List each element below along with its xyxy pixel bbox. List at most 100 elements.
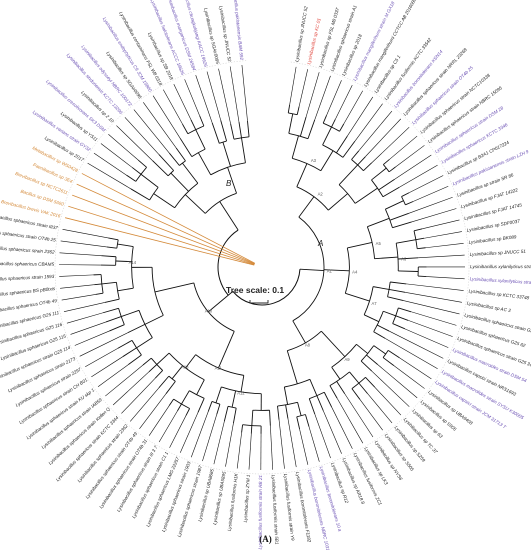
terminal-branch	[308, 426, 320, 462]
terminal-branch	[158, 410, 178, 443]
terminal-branch	[218, 68, 231, 124]
terminal-branch	[336, 398, 364, 444]
branch-segment	[101, 255, 117, 258]
branch-segment	[156, 352, 170, 365]
branch-segment	[292, 320, 306, 344]
terminal-branch	[133, 109, 170, 154]
branch-segment	[207, 401, 213, 412]
terminal-branch	[422, 219, 460, 230]
terminal-branch	[62, 228, 109, 239]
branch-segment	[342, 141, 356, 158]
leaf-label: Lysinibacillus fusiformis H1K	[227, 472, 239, 531]
branch-segment	[171, 365, 183, 380]
leaf-label: Lysinibacillus sphaericus BS pB0txis	[0, 286, 56, 299]
branch-segment	[175, 147, 186, 162]
leaf-label: Lysinibacillus sp UBA5895	[212, 471, 227, 526]
branch-segment	[298, 196, 315, 218]
branch-segment	[358, 382, 368, 394]
branch-segment	[142, 357, 152, 366]
terminal-branch	[112, 371, 150, 406]
branch-segment	[105, 316, 122, 323]
root-arc	[217, 229, 239, 296]
branch-segment	[304, 414, 310, 427]
terminal-branch	[314, 413, 331, 459]
clade-arc	[309, 391, 325, 400]
clade-arc	[168, 375, 176, 382]
terminal-branch	[408, 320, 453, 337]
leaf-label: Lysinibacillus fusiformis ZC1	[353, 452, 383, 506]
node-label: A6	[401, 256, 407, 261]
branch-segment	[307, 119, 316, 139]
branch-segment	[323, 269, 350, 272]
node-label: A4	[352, 269, 358, 274]
branch-segment	[247, 120, 250, 137]
branch-segment	[413, 228, 423, 232]
branch-segment	[377, 324, 390, 332]
branch-segment	[351, 388, 361, 400]
leaf-label: Lysinibacillus sp KCTC 33748	[468, 288, 530, 300]
terminal-branch	[241, 64, 248, 122]
tree-branches	[59, 64, 466, 470]
branch-segment	[196, 379, 205, 395]
branch-segment	[181, 390, 190, 405]
branch-segment	[388, 166, 396, 173]
clade-arc	[383, 164, 390, 173]
branch-segment	[117, 339, 133, 349]
branch-segment	[385, 200, 404, 210]
leaf-label: Lysinibacillus boronitolerans F1182	[295, 472, 312, 544]
terminal-branch	[59, 274, 94, 277]
clade-arc	[296, 186, 329, 211]
branch-segment	[331, 366, 341, 380]
branch-segment	[398, 257, 419, 260]
branch-segment	[283, 386, 289, 405]
scale-bar-label: Tree scale: 0.1	[226, 285, 284, 295]
branch-segment	[154, 370, 163, 379]
terminal-branch	[323, 410, 342, 454]
branch-segment	[373, 345, 386, 355]
branch-segment	[106, 246, 117, 249]
branch-segment	[185, 408, 191, 416]
clade-arc	[211, 401, 221, 405]
branch-segment	[291, 135, 299, 159]
branch-segment	[299, 268, 324, 272]
leaf-label: Lysinibacillus sp KC 01	[306, 17, 322, 65]
terminal-branch	[314, 75, 331, 120]
terminal-branch	[97, 364, 129, 387]
outgroup-branch	[68, 205, 255, 265]
branch-segment	[396, 239, 416, 244]
internal-node-labels: A1 A2 A3 A4 A5 A6 A7 A8 A9 A10 A11 A12 A13 A14	[129, 158, 407, 395]
branch-segment	[241, 137, 246, 163]
branch-segment	[309, 379, 318, 396]
branch-segment	[227, 167, 237, 194]
branch-segment	[182, 162, 199, 184]
terminal-branch	[184, 79, 200, 116]
clade-arc	[167, 170, 174, 177]
branch-segment	[101, 281, 117, 285]
clade-arc	[191, 148, 206, 157]
clade-arc	[168, 352, 205, 381]
terminal-branch	[358, 110, 393, 151]
terminal-branch	[365, 118, 402, 157]
terminal-branch	[347, 96, 374, 137]
terminal-branch	[326, 80, 342, 116]
branch-segment	[336, 381, 346, 394]
terminal-branch	[359, 399, 383, 431]
branch-segment	[339, 123, 345, 132]
leaf-label: Lysinibacillus sphaericus strain 2362	[0, 244, 55, 254]
clade-arc	[173, 398, 190, 409]
terminal-branch	[367, 393, 393, 424]
clade-arc	[287, 330, 322, 352]
branch-segment	[356, 343, 369, 354]
branch-segment	[140, 173, 159, 188]
clade-arc	[193, 282, 235, 332]
branch-segment	[401, 192, 410, 197]
branch-segment	[392, 323, 406, 330]
leaf-label: Lysinibacillus sp ZYM 1	[243, 474, 251, 523]
terminal-branch	[278, 419, 285, 469]
branch-segment	[373, 286, 390, 290]
branch-segment	[366, 354, 378, 365]
terminal-branch	[100, 143, 133, 168]
